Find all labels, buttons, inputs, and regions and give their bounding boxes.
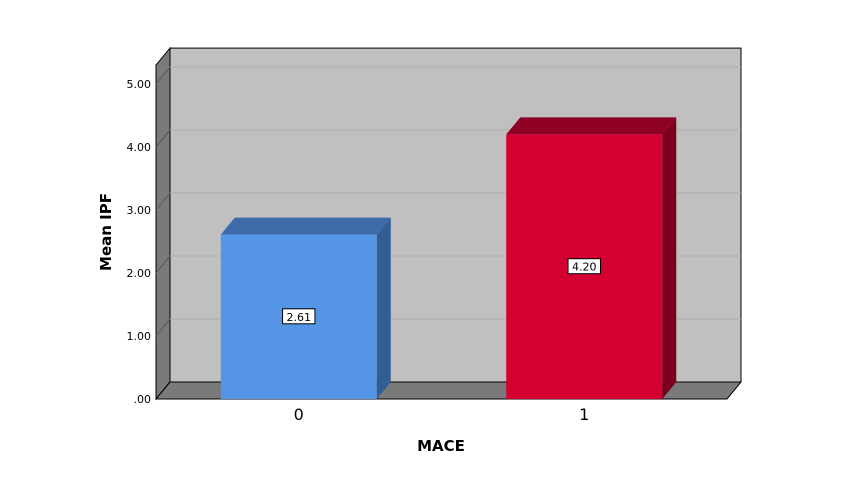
y-tick-label: 4.00 [127, 141, 152, 154]
gridline-side [155, 129, 171, 148]
y-axis-title: Mean IPF [97, 193, 115, 271]
y-tick-label: 5.00 [127, 78, 152, 91]
side-wall [155, 46, 171, 401]
y-tick-label: 2.00 [127, 267, 152, 280]
x-axis-title: MACE [417, 437, 465, 455]
data-label: 4.20 [572, 261, 597, 274]
y-tick-label: 1.00 [127, 330, 152, 343]
bar-side [662, 117, 677, 400]
y-tick-label: 3.00 [127, 204, 152, 217]
x-tick-label: 1 [579, 405, 589, 424]
bar-side [376, 217, 391, 399]
x-tick-label: 0 [294, 405, 304, 424]
bar-top [506, 117, 677, 135]
data-label-box [567, 258, 601, 275]
y-tick-label: .00 [134, 393, 152, 406]
data-label: 2.61 [287, 311, 312, 324]
data-label-box [282, 308, 316, 325]
gridline-side [155, 66, 171, 85]
gridline-side [155, 318, 171, 337]
bars: 2.61 4.20 [220, 117, 677, 400]
bar: 2.61 [220, 217, 391, 399]
bar-top [220, 217, 391, 235]
gridline-side [155, 255, 171, 274]
y-axis: .00 1.00 2.00 3.00 4.00 5.00 [127, 78, 152, 406]
gridline-side [155, 192, 171, 211]
bar: 4.20 [506, 117, 677, 400]
